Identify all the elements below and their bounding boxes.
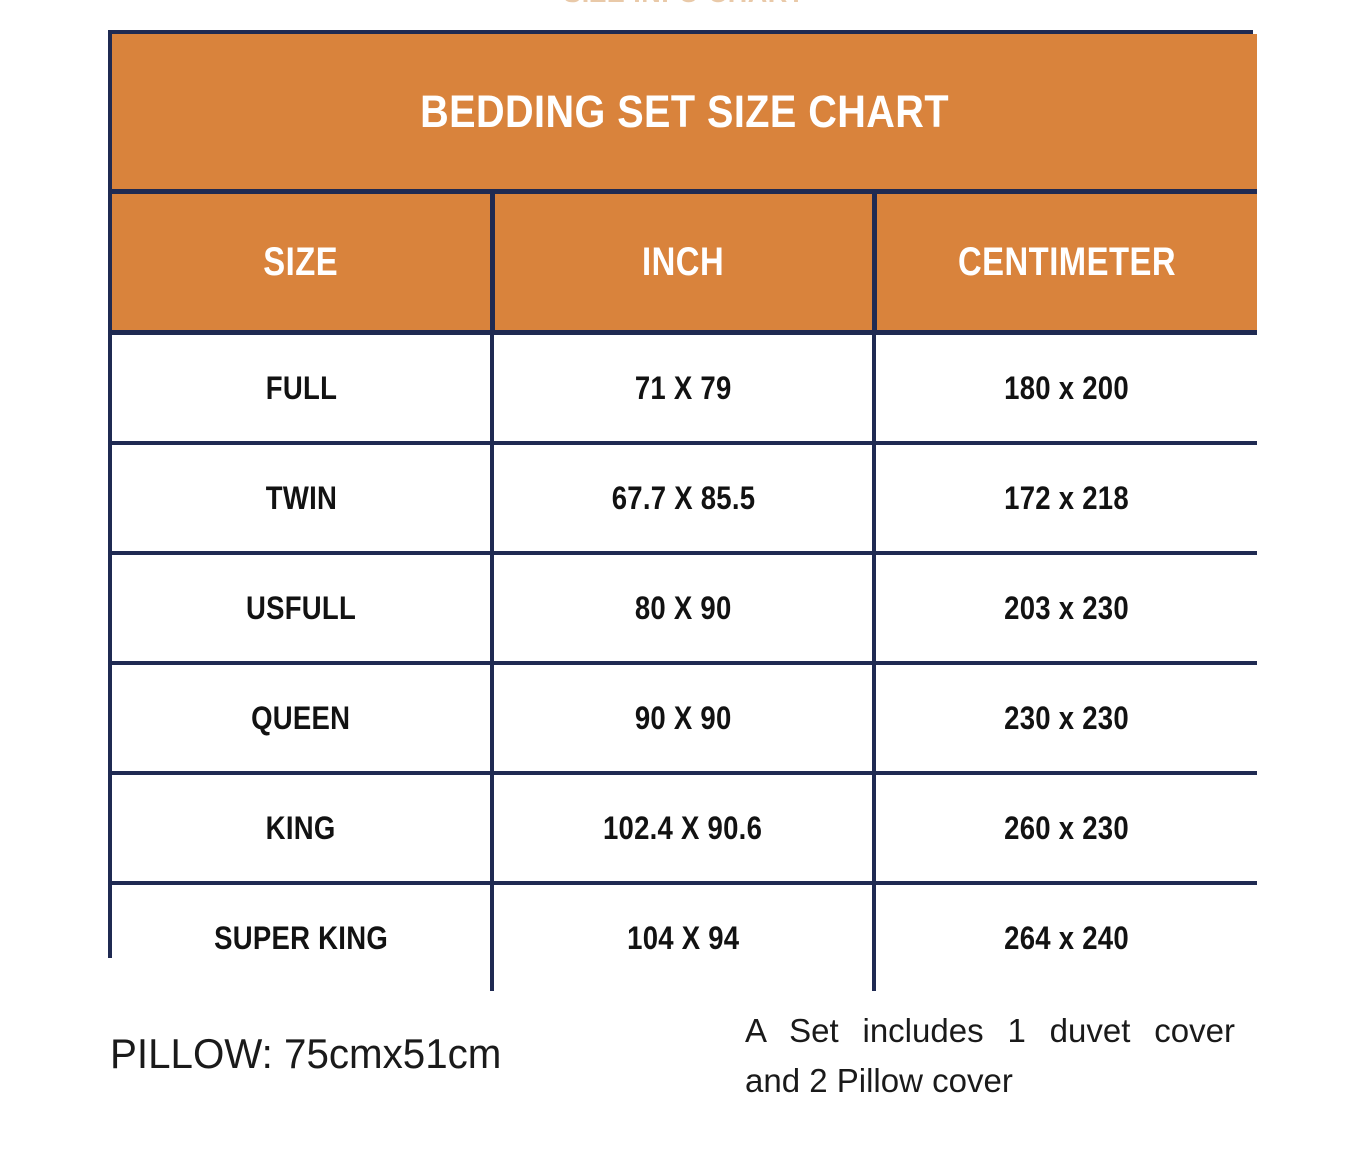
- page-title: BEDDING SET SIZE CHART: [420, 85, 949, 137]
- table-row: QUEEN 90 X 90 230 x 230: [112, 661, 1258, 773]
- column-header-size-label: SIZE: [263, 239, 339, 284]
- cell-centimeter-value: 260 x 230: [1004, 809, 1129, 846]
- set-contents-note-line-2: and 2 Pillow cover: [745, 1062, 1013, 1099]
- cell-inch-value: 71 X 79: [634, 369, 732, 406]
- cell-inch: 71 X 79: [492, 330, 876, 443]
- cell-size-value: USFULL: [245, 589, 357, 626]
- pillow-size-note: PILLOW: 75cmx51cm: [110, 1030, 502, 1077]
- cell-size-value: TWIN: [265, 479, 337, 516]
- cell-size: FULL: [112, 330, 494, 443]
- cell-inch-value: 104 X 94: [626, 919, 740, 956]
- cell-centimeter: 260 x 230: [874, 771, 1258, 883]
- cell-size-value: FULL: [265, 369, 337, 406]
- cell-inch-value: 67.7 X 85.5: [611, 479, 755, 516]
- cell-size: USFULL: [112, 551, 494, 663]
- size-chart-table: BEDDING SET SIZE CHART SIZE INCH CENTIME…: [108, 30, 1258, 991]
- table-title-cell: BEDDING SET SIZE CHART: [112, 34, 1258, 194]
- column-header-inch-label: INCH: [641, 239, 725, 284]
- cell-centimeter: 203 x 230: [874, 551, 1258, 663]
- table-row: TWIN 67.7 X 85.5 172 x 218: [112, 441, 1258, 553]
- cell-inch-value: 80 X 90: [634, 589, 732, 626]
- cell-inch-value: 90 X 90: [634, 699, 732, 736]
- table-row: FULL 71 X 79 180 x 200: [112, 330, 1258, 443]
- cell-centimeter-value: 264 x 240: [1004, 919, 1129, 956]
- table-title-row: BEDDING SET SIZE CHART: [112, 34, 1258, 194]
- set-contents-note: A Set includes 1 duvet cover and 2 Pillo…: [745, 1006, 1235, 1106]
- cell-size-value: SUPER KING: [214, 919, 388, 956]
- cell-centimeter-value: 230 x 230: [1004, 699, 1129, 736]
- table-row: SUPER KING 104 X 94 264 x 240: [112, 881, 1258, 991]
- cell-inch: 80 X 90: [492, 551, 876, 663]
- cell-size-value: KING: [266, 809, 336, 846]
- column-header-centimeter: CENTIMETER: [874, 191, 1258, 335]
- cell-centimeter: 172 x 218: [874, 441, 1258, 553]
- cell-inch: 67.7 X 85.5: [492, 441, 876, 553]
- cell-size: SUPER KING: [112, 881, 494, 991]
- cell-size: QUEEN: [112, 661, 494, 773]
- cell-size: KING: [112, 771, 494, 883]
- set-contents-note-line-1: A Set includes 1 duvet cover: [745, 1012, 1235, 1049]
- cell-centimeter-value: 203 x 230: [1004, 589, 1129, 626]
- table-header-row: SIZE INCH CENTIMETER: [112, 191, 1258, 335]
- cell-size-value: QUEEN: [251, 699, 351, 736]
- cell-inch: 102.4 X 90.6: [492, 771, 876, 883]
- column-header-inch: INCH: [492, 191, 877, 335]
- cell-inch: 90 X 90: [492, 661, 876, 773]
- cell-centimeter: 264 x 240: [874, 881, 1258, 991]
- cell-centimeter: 230 x 230: [874, 661, 1258, 773]
- cell-centimeter: 180 x 200: [874, 330, 1258, 443]
- cell-centimeter-value: 172 x 218: [1004, 479, 1129, 516]
- cell-size: TWIN: [112, 441, 494, 553]
- column-header-centimeter-label: CENTIMETER: [957, 239, 1176, 284]
- cell-inch-value: 102.4 X 90.6: [603, 809, 763, 846]
- table-row: USFULL 80 X 90 203 x 230: [112, 551, 1258, 663]
- cell-inch: 104 X 94: [492, 881, 876, 991]
- cut-off-top-heading: SIZE INFO CHART: [0, 0, 1368, 9]
- cell-centimeter-value: 180 x 200: [1004, 369, 1129, 406]
- table-row: KING 102.4 X 90.6 260 x 230: [112, 771, 1258, 883]
- column-header-size: SIZE: [112, 191, 495, 335]
